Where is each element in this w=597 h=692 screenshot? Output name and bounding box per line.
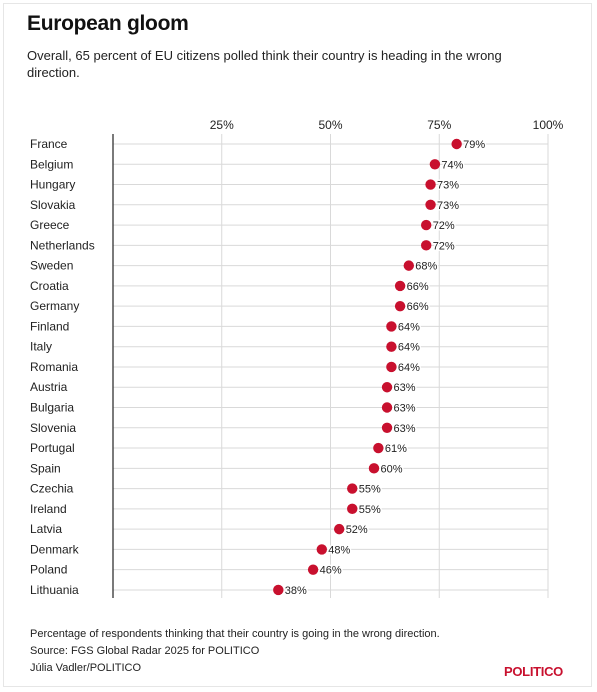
- politico-logo: POLITICO: [504, 664, 563, 679]
- country-label: Portugal: [30, 441, 75, 455]
- data-label: 63%: [394, 423, 416, 435]
- country-label: Sweden: [30, 259, 73, 273]
- country-label: Hungary: [30, 178, 75, 192]
- x-tick-label: 75%: [427, 118, 451, 132]
- data-point: [403, 260, 414, 271]
- footnote-source: Source: FGS Global Radar 2025 for POLITI…: [30, 645, 260, 657]
- data-label: 72%: [433, 240, 455, 252]
- data-point: [394, 300, 406, 312]
- country-label: Greece: [30, 218, 70, 232]
- country-label: Czechia: [30, 482, 74, 496]
- data-point: [425, 199, 436, 211]
- data-label: 73%: [437, 200, 459, 212]
- country-label: Ireland: [30, 502, 67, 516]
- data-point: [386, 321, 397, 332]
- footnote: Percentage of respondents thinking that …: [30, 626, 440, 677]
- data-label: 74%: [441, 159, 463, 171]
- data-label: 46%: [320, 565, 342, 577]
- data-point: [273, 584, 284, 596]
- data-label: 73%: [437, 180, 459, 192]
- data-point: [421, 219, 432, 231]
- data-label: 55%: [359, 484, 381, 496]
- data-point: [381, 402, 393, 413]
- data-label: 48%: [328, 544, 350, 556]
- country-label: Netherlands: [30, 238, 95, 252]
- footnote-credit: Júlia Vadler/POLITICO: [30, 662, 142, 674]
- data-label: 72%: [433, 220, 455, 232]
- country-label: Romania: [30, 360, 78, 374]
- data-point: [347, 483, 358, 494]
- data-point: [421, 240, 432, 251]
- data-label: 66%: [407, 281, 429, 293]
- data-point: [347, 503, 358, 515]
- data-point: [381, 382, 393, 393]
- country-label: Italy: [30, 340, 52, 354]
- data-label: 68%: [415, 261, 437, 273]
- country-label: Denmark: [30, 542, 80, 556]
- data-label: 55%: [359, 504, 381, 516]
- data-point: [429, 159, 441, 170]
- chart-title: European gloom: [27, 12, 189, 35]
- x-tick-label: 50%: [318, 118, 342, 132]
- country-label: Slovenia: [30, 421, 76, 435]
- country-label: Slovakia: [30, 198, 76, 212]
- data-point: [394, 280, 406, 292]
- country-label: Spain: [30, 461, 61, 475]
- country-label: Belgium: [30, 157, 73, 171]
- country-label: Germany: [30, 299, 79, 313]
- country-label: Croatia: [30, 279, 69, 293]
- data-label: 66%: [407, 301, 429, 313]
- data-point: [386, 361, 397, 373]
- country-label: Latvia: [30, 522, 62, 536]
- country-label: Austria: [30, 380, 68, 394]
- data-label: 63%: [394, 382, 416, 394]
- data-label: 79%: [463, 139, 485, 151]
- country-label: France: [30, 137, 68, 151]
- country-label: Lithuania: [30, 583, 79, 597]
- chart-subtitle: Overall, 65 percent of EU citizens polle…: [27, 48, 502, 80]
- data-point: [316, 544, 327, 555]
- chart-frame: [3, 3, 592, 687]
- data-point: [307, 564, 319, 575]
- data-point: [386, 341, 397, 352]
- data-label: 64%: [398, 342, 420, 354]
- data-label: 64%: [398, 362, 420, 374]
- country-label: Finland: [30, 319, 69, 333]
- data-label: 60%: [381, 463, 403, 475]
- data-point: [368, 463, 380, 474]
- data-point: [334, 523, 345, 535]
- data-point: [373, 442, 384, 454]
- x-tick-label: 100%: [533, 118, 564, 132]
- data-point: [381, 422, 393, 433]
- country-label: Bulgaria: [30, 401, 74, 415]
- data-point: [451, 138, 462, 150]
- data-point: [425, 179, 436, 190]
- footnote-note: Percentage of respondents thinking that …: [30, 628, 440, 640]
- data-label: 61%: [385, 443, 407, 455]
- data-label: 38%: [285, 585, 307, 597]
- data-label: 64%: [398, 321, 420, 333]
- data-label: 52%: [346, 524, 368, 536]
- country-label: Poland: [30, 563, 67, 577]
- x-tick-label: 25%: [210, 118, 234, 132]
- data-label: 63%: [394, 403, 416, 415]
